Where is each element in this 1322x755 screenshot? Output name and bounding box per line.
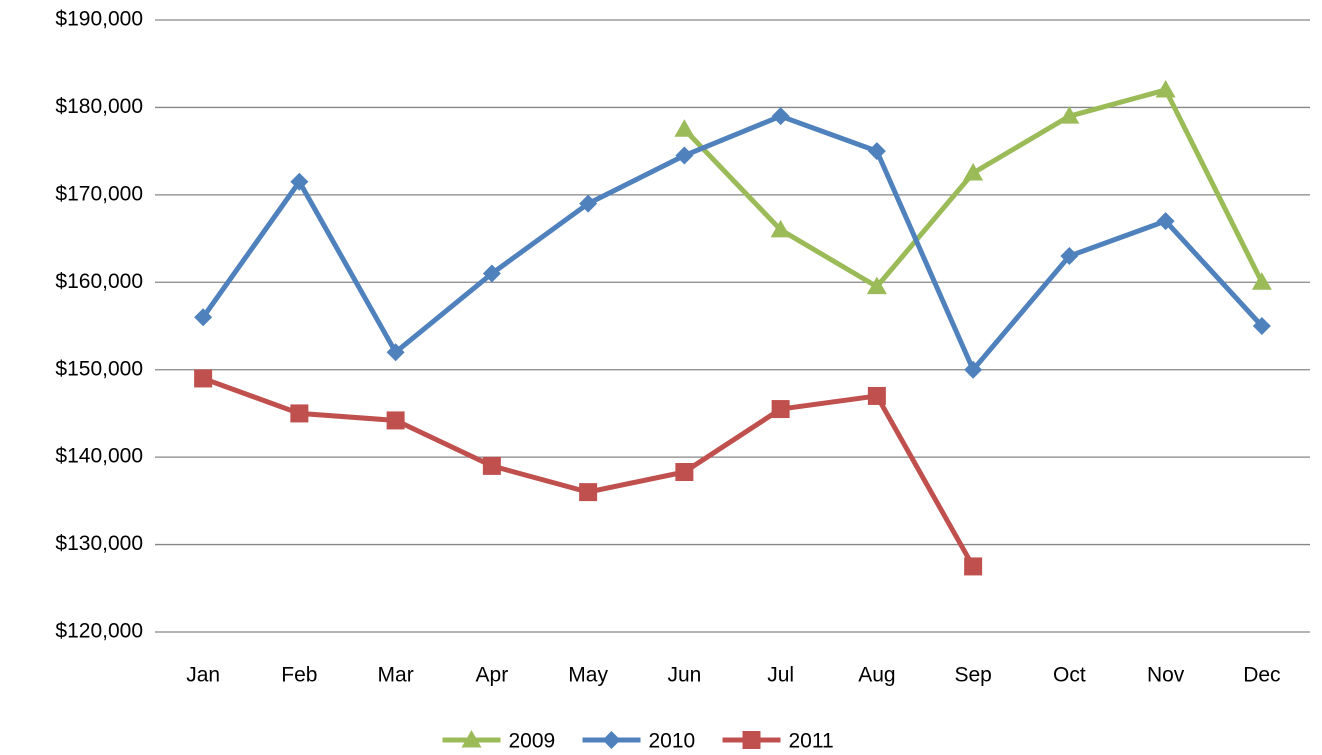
point-marker [866,276,887,295]
legend-label: 2010 [649,730,696,753]
x-tick-label: Jul [767,664,794,687]
point-marker [964,360,983,379]
point-marker [1156,212,1175,231]
series-line [202,376,976,568]
point-marker [964,557,983,576]
point-marker [1155,79,1176,98]
y-tick-label: $130,000 [55,532,143,555]
point-marker [1059,106,1080,124]
point-marker [386,343,405,362]
point-marker [194,369,213,388]
x-tick-label: Mar [378,664,414,687]
point-marker [194,308,213,327]
legend-marker [602,731,621,749]
point-marker [867,386,886,405]
point-marker [771,400,790,419]
point-marker [482,456,501,475]
point-marker [579,483,598,502]
point-marker [771,107,790,126]
x-tick-label: Oct [1053,664,1086,687]
point-marker [290,404,309,423]
x-tick-label: Dec [1243,664,1280,687]
legend-label: 2011 [789,730,834,753]
legend-label: 2009 [509,730,556,753]
point-marker [386,411,405,430]
point-marker [1060,247,1079,266]
series-line [201,113,1264,373]
point-marker [867,142,886,161]
y-tick-label: $120,000 [55,620,143,643]
y-tick-label: $140,000 [55,445,143,468]
x-tick-label: Jun [667,664,701,687]
x-tick-label: Jan [186,664,220,687]
point-marker [1252,317,1271,335]
legend-marker [461,730,482,748]
point-marker [290,172,309,191]
y-tick-label: $180,000 [55,95,143,118]
x-tick-label: Aug [858,664,895,687]
y-tick-label: $160,000 [55,270,143,293]
x-tick-label: Sep [954,664,991,687]
point-marker [482,264,501,283]
legend-marker [742,731,761,749]
x-tick-label: Apr [476,664,509,687]
x-tick-label: Nov [1147,664,1185,687]
point-marker [579,194,598,213]
point-marker [1251,272,1272,290]
y-tick-label: $190,000 [55,8,143,31]
y-tick-label: $150,000 [55,357,143,380]
point-marker [675,146,694,165]
x-tick-label: Feb [281,664,317,687]
point-marker [674,119,695,137]
point-marker [963,163,984,181]
point-marker [675,463,694,482]
x-tick-label: May [568,664,608,687]
point-marker [770,219,791,238]
y-tick-label: $170,000 [55,182,143,205]
